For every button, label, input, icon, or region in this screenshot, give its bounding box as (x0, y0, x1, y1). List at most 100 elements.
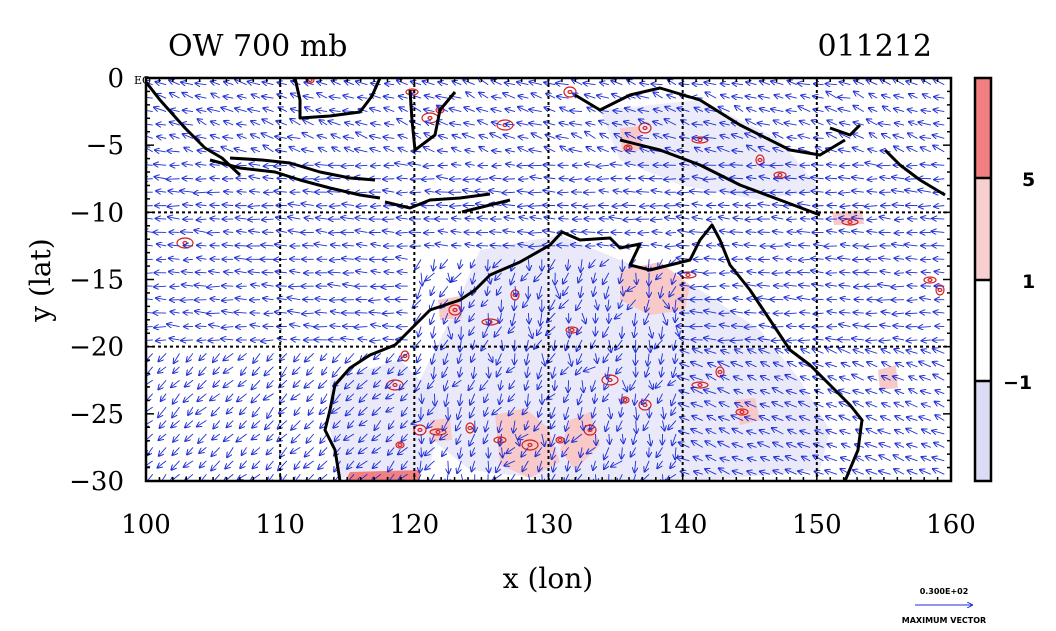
wind-vector (652, 244, 663, 246)
contour-ring (923, 276, 937, 284)
wind-vector (317, 230, 328, 232)
wind-vector (328, 178, 341, 179)
wind-vector (718, 147, 730, 153)
wind-vector (196, 272, 207, 273)
wind-vector (546, 94, 556, 99)
wind-vector (450, 206, 462, 207)
wind-vector (384, 108, 395, 112)
wind-vector (252, 148, 261, 151)
wind-vector (146, 286, 153, 287)
wind-vector (275, 136, 287, 138)
wind-vector (356, 122, 368, 125)
x-axis-label: x (lon) (503, 562, 593, 595)
wind-vector (839, 218, 851, 219)
wind-vector (221, 108, 234, 112)
wind-vector (695, 108, 703, 112)
contour-ring-inner (569, 327, 575, 333)
wind-vector (436, 244, 448, 246)
x-tick-labels: 100 110 120 130 140 150 160 (121, 510, 976, 540)
wind-vector (934, 179, 945, 180)
wind-vector (529, 82, 542, 85)
wind-vector (459, 259, 461, 268)
wind-vector (600, 134, 610, 139)
wind-vector (720, 231, 730, 233)
wind-vector (168, 191, 180, 192)
wind-vector (867, 231, 878, 232)
wind-vector (488, 259, 489, 270)
wind-vector (437, 176, 448, 178)
wind-vector (799, 135, 811, 138)
contour-ring-inner (435, 429, 441, 435)
max-vector-value: 0.300E+02 (920, 587, 969, 596)
wind-vector (518, 107, 529, 112)
wind-vector (464, 107, 475, 112)
wind-vector (934, 110, 945, 112)
wind-vector (181, 300, 193, 301)
wind-vector (211, 135, 220, 138)
wind-vector (249, 231, 261, 233)
wind-vector (597, 95, 609, 98)
wind-vector (878, 165, 891, 166)
contour-ring (735, 408, 749, 416)
wind-vector (883, 106, 891, 112)
wind-vector (275, 244, 287, 246)
wind-vector (277, 94, 288, 98)
wind-vector (156, 218, 167, 219)
wind-vector (557, 96, 569, 98)
x-tick-label: 140 (658, 510, 708, 540)
wind-vector (370, 136, 381, 139)
wind-vector (798, 83, 811, 84)
wind-vector (813, 96, 824, 98)
wind-vector (180, 191, 194, 192)
wind-vector (921, 79, 932, 86)
wind-vector (895, 123, 905, 125)
wind-vector (906, 81, 918, 85)
wind-vector (262, 133, 274, 139)
wind-vector (704, 137, 717, 138)
wind-vector (894, 258, 905, 259)
wind-vector (238, 135, 247, 139)
wind-vector (852, 231, 864, 232)
wind-vector (248, 109, 261, 111)
wind-vector (826, 107, 838, 113)
wind-vector (157, 244, 167, 246)
wind-vector (587, 108, 596, 112)
wind-vector (868, 179, 878, 180)
wind-vector (518, 147, 529, 153)
wind-vector (559, 123, 569, 125)
colorbar-segment-high (975, 78, 991, 178)
wind-vector (519, 137, 529, 139)
wind-vector (560, 108, 569, 112)
wind-vector (356, 81, 368, 84)
wind-vector (906, 258, 918, 259)
contour-ring-inner (697, 382, 703, 388)
wind-vector (839, 177, 851, 178)
wind-vector (909, 122, 918, 125)
wind-vector (399, 107, 408, 111)
wind-vector (583, 206, 596, 207)
wind-vector (289, 286, 301, 287)
wind-vector (854, 91, 865, 99)
wind-vector (597, 244, 609, 246)
wind-vector (146, 164, 153, 165)
wind-vector (772, 217, 784, 219)
wind-vector (383, 231, 395, 233)
wind-vector (895, 232, 905, 233)
wind-vector (170, 93, 180, 99)
wind-vector (690, 232, 703, 233)
wind-vector (248, 82, 261, 85)
wind-vector (773, 258, 784, 259)
wind-vector (184, 148, 194, 152)
wind-vector (680, 137, 690, 139)
wind-vector (168, 245, 180, 246)
wind-vector (224, 232, 234, 233)
wind-vector (692, 84, 703, 85)
wind-vector (224, 192, 234, 193)
contour-ring (521, 439, 539, 451)
wind-vector (880, 217, 891, 219)
wind-vector (276, 217, 287, 219)
wind-vector (450, 179, 462, 180)
wind-vector (882, 134, 891, 139)
wind-vector (450, 123, 462, 125)
wind-vector (923, 94, 932, 98)
